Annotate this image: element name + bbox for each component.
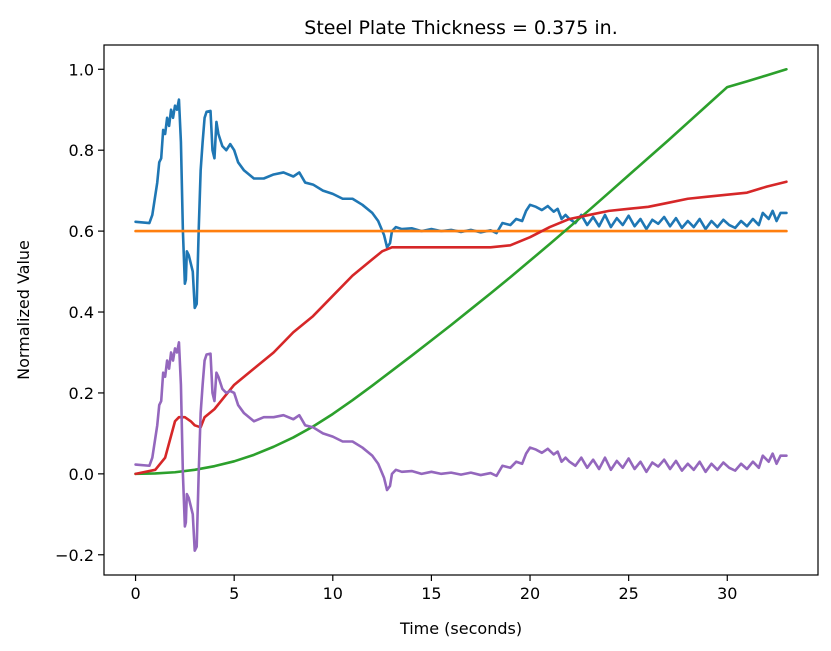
series-line-1	[134, 98, 788, 310]
series-line-3	[134, 67, 788, 476]
y-axis: −0.2 0.0 0.2 0.4 0.6 0.8 1.0	[55, 60, 104, 565]
x-tick-label: 25	[618, 584, 638, 603]
y-tick-label: 0.4	[69, 303, 94, 322]
y-tick-label: 0.2	[69, 384, 94, 403]
plot-frame	[103, 44, 819, 576]
x-tick-label: 5	[229, 584, 239, 603]
x-axis: 0 5 10 15 20 25 30	[130, 575, 737, 603]
y-tick-label: 0.0	[69, 465, 94, 484]
x-tick-label: 0	[130, 584, 140, 603]
y-axis-label: Normalized Value	[14, 240, 33, 380]
x-tick-label: 15	[421, 584, 441, 603]
chart-title: Steel Plate Thickness = 0.375 in.	[304, 17, 617, 39]
x-tick-label: 10	[323, 584, 343, 603]
y-tick-label: 0.8	[69, 141, 94, 160]
series-layer	[134, 67, 788, 553]
x-axis-label: Time (seconds)	[399, 619, 522, 638]
y-tick-label: −0.2	[55, 546, 94, 565]
y-tick-label: 1.0	[69, 60, 94, 79]
series-line-5	[134, 341, 788, 553]
y-tick-label: 0.6	[69, 222, 94, 241]
x-tick-label: 30	[717, 584, 737, 603]
series-line-4	[134, 180, 788, 476]
x-tick-label: 20	[520, 584, 540, 603]
